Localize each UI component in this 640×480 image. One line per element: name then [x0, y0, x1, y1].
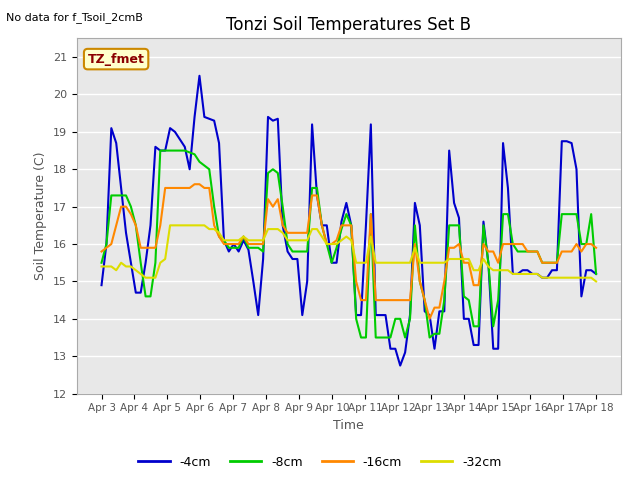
Legend: -4cm, -8cm, -16cm, -32cm: -4cm, -8cm, -16cm, -32cm	[133, 451, 507, 474]
-16cm	[191, 181, 198, 187]
-8cm	[211, 204, 218, 210]
-16cm	[592, 245, 600, 251]
-16cm	[494, 260, 502, 265]
-4cm	[494, 346, 502, 352]
Y-axis label: Soil Temperature (C): Soil Temperature (C)	[35, 152, 47, 280]
Line: -4cm: -4cm	[102, 76, 596, 366]
Line: -8cm: -8cm	[102, 151, 596, 337]
-32cm	[529, 271, 536, 277]
-4cm	[455, 215, 463, 221]
Line: -32cm: -32cm	[102, 225, 596, 281]
-4cm	[328, 260, 335, 265]
-4cm	[196, 73, 204, 79]
-4cm	[211, 118, 218, 123]
-32cm	[98, 264, 106, 269]
-8cm	[592, 271, 600, 277]
Line: -16cm: -16cm	[102, 184, 596, 319]
Text: TZ_fmet: TZ_fmet	[88, 53, 145, 66]
-8cm	[328, 260, 335, 265]
-32cm	[196, 222, 204, 228]
-16cm	[534, 249, 541, 254]
-8cm	[455, 222, 463, 228]
-16cm	[196, 181, 204, 187]
-4cm	[191, 114, 198, 120]
X-axis label: Time: Time	[333, 419, 364, 432]
-16cm	[328, 241, 335, 247]
-16cm	[426, 316, 433, 322]
-32cm	[166, 222, 174, 228]
Title: Tonzi Soil Temperatures Set B: Tonzi Soil Temperatures Set B	[227, 16, 471, 34]
-8cm	[494, 297, 502, 303]
-4cm	[98, 282, 106, 288]
-8cm	[534, 249, 541, 254]
-16cm	[211, 222, 218, 228]
-8cm	[196, 159, 204, 165]
-32cm	[450, 256, 458, 262]
-16cm	[455, 241, 463, 247]
-32cm	[490, 267, 497, 273]
-8cm	[156, 148, 164, 154]
Text: No data for f_Tsoil_2cmB: No data for f_Tsoil_2cmB	[6, 12, 143, 23]
-32cm	[592, 278, 600, 284]
-4cm	[592, 271, 600, 277]
-16cm	[98, 249, 106, 254]
-4cm	[396, 363, 404, 369]
-8cm	[357, 335, 365, 340]
-32cm	[211, 226, 218, 232]
-32cm	[328, 241, 335, 247]
-4cm	[534, 271, 541, 277]
-8cm	[98, 260, 106, 265]
